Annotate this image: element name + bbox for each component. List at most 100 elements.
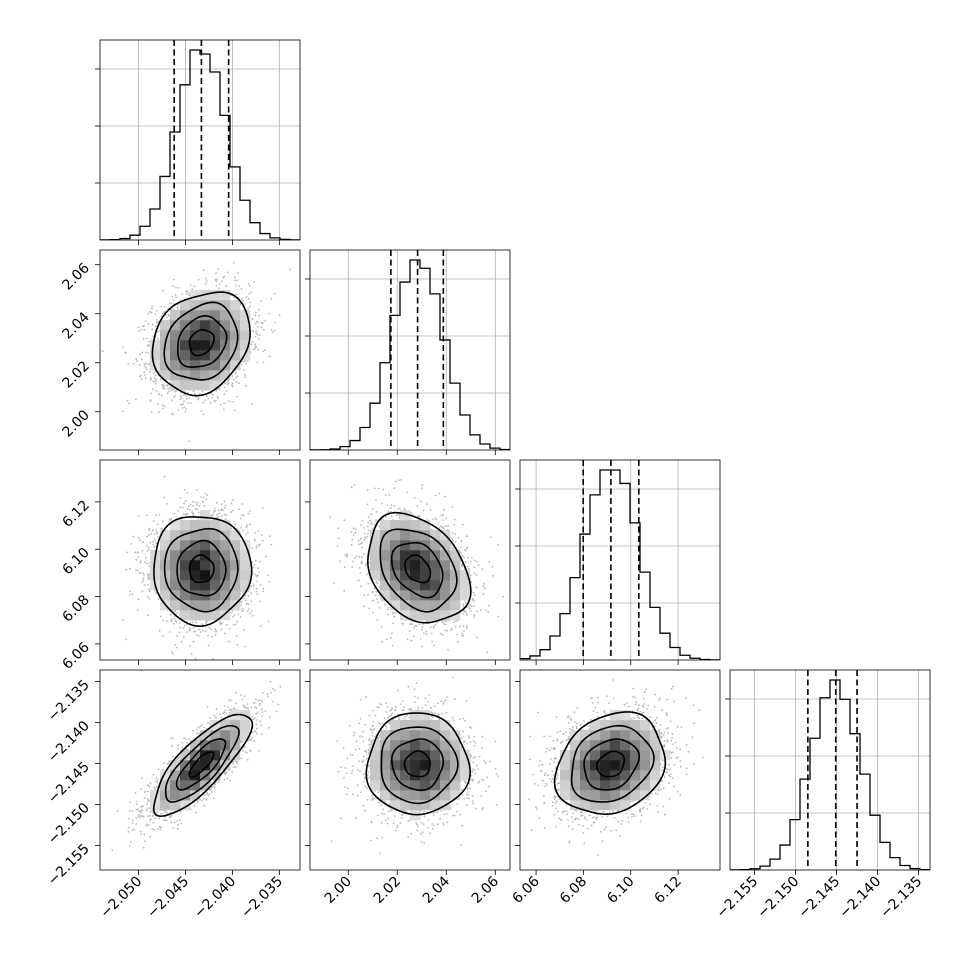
sample-point: [209, 401, 212, 404]
sample-point: [270, 328, 273, 331]
sample-point: [200, 496, 203, 498]
sample-point: [203, 505, 206, 507]
sample-point: [244, 376, 247, 379]
sample-point: [230, 511, 233, 513]
sample-point: [183, 488, 186, 491]
density-cell: [160, 320, 171, 331]
sample-point: [127, 362, 130, 365]
sample-point: [243, 628, 246, 631]
sample-point: [128, 402, 131, 405]
density-cell: [190, 370, 201, 381]
sample-point: [273, 292, 276, 295]
sample-point: [172, 303, 175, 305]
sample-point: [164, 405, 166, 407]
sample-point: [259, 583, 262, 586]
sample-point: [136, 609, 139, 612]
sample-point: [152, 520, 155, 523]
sample-point: [258, 544, 261, 547]
histogram-line: [310, 259, 510, 450]
sample-point: [197, 397, 200, 399]
sample-point: [197, 278, 200, 281]
sample-point: [235, 381, 238, 383]
sample-point: [232, 378, 235, 381]
sample-point: [151, 323, 154, 326]
sample-point: [188, 397, 190, 400]
sample-point: [260, 326, 263, 329]
sample-point: [177, 287, 180, 289]
sample-point: [176, 635, 179, 638]
sample-point: [168, 631, 171, 633]
sample-point: [241, 247, 243, 249]
sample-point: [251, 402, 254, 405]
sample-point: [224, 504, 227, 507]
sample-point: [161, 383, 164, 386]
density-cell: [150, 360, 161, 371]
sample-point: [183, 406, 186, 409]
sample-point: [278, 314, 281, 317]
sample-point: [136, 551, 139, 554]
sample-point: [142, 577, 145, 580]
sample-point: [235, 635, 238, 638]
sample-point: [148, 527, 151, 530]
sample-point: [246, 360, 249, 362]
sample-point: [140, 378, 143, 380]
sample-point: [257, 308, 260, 311]
contour-line: [163, 301, 239, 381]
sample-point: [224, 382, 227, 385]
sample-point: [215, 389, 218, 392]
sample-point: [247, 283, 250, 285]
sample-point: [197, 511, 200, 514]
sample-point: [227, 382, 230, 385]
sample-point: [143, 328, 146, 331]
sample-point: [174, 394, 177, 397]
sample-point: [156, 523, 159, 526]
sample-point: [266, 574, 269, 577]
sample-point: [268, 581, 271, 583]
sample-point: [202, 269, 205, 271]
density-cell: [180, 330, 191, 341]
sample-point: [126, 399, 129, 402]
sample-point: [171, 295, 174, 298]
sample-point: [237, 271, 240, 274]
sample-point: [179, 497, 181, 499]
sample-point: [147, 583, 149, 586]
sample-point: [233, 279, 236, 282]
sample-point: [256, 587, 258, 590]
sample-point: [143, 365, 146, 368]
sample-point: [262, 361, 265, 364]
density-cell: [190, 300, 201, 311]
sample-point: [248, 293, 251, 295]
histogram-line: [100, 49, 300, 240]
density-cell: [190, 380, 201, 391]
sample-point: [144, 556, 147, 559]
sample-point: [238, 382, 240, 385]
sample-point: [196, 504, 199, 507]
sample-point: [191, 288, 194, 291]
sample-point: [204, 399, 207, 402]
sample-point: [220, 508, 223, 511]
sample-point: [235, 284, 238, 287]
sample-point: [137, 326, 140, 328]
sample-point: [184, 411, 187, 413]
sample-point: [177, 304, 179, 307]
sample-point: [242, 299, 245, 302]
sample-point: [235, 293, 238, 296]
density-cell: [180, 320, 191, 331]
density-cell: [170, 340, 181, 351]
sample-point: [256, 332, 258, 335]
sample-point: [190, 653, 193, 655]
histogram-panel-0: [95, 39, 301, 241]
sample-point: [146, 514, 148, 517]
sample-point: [126, 551, 128, 554]
sample-point: [179, 506, 182, 509]
sample-point: [148, 597, 151, 600]
sample-point: [255, 330, 258, 333]
sample-point: [156, 536, 159, 538]
density-cell: [180, 340, 191, 351]
sample-point: [201, 623, 204, 626]
sample-point: [204, 282, 207, 285]
sample-point: [157, 598, 160, 600]
sample-point: [182, 513, 185, 516]
density-cell: [230, 330, 241, 341]
sample-point: [254, 335, 257, 338]
